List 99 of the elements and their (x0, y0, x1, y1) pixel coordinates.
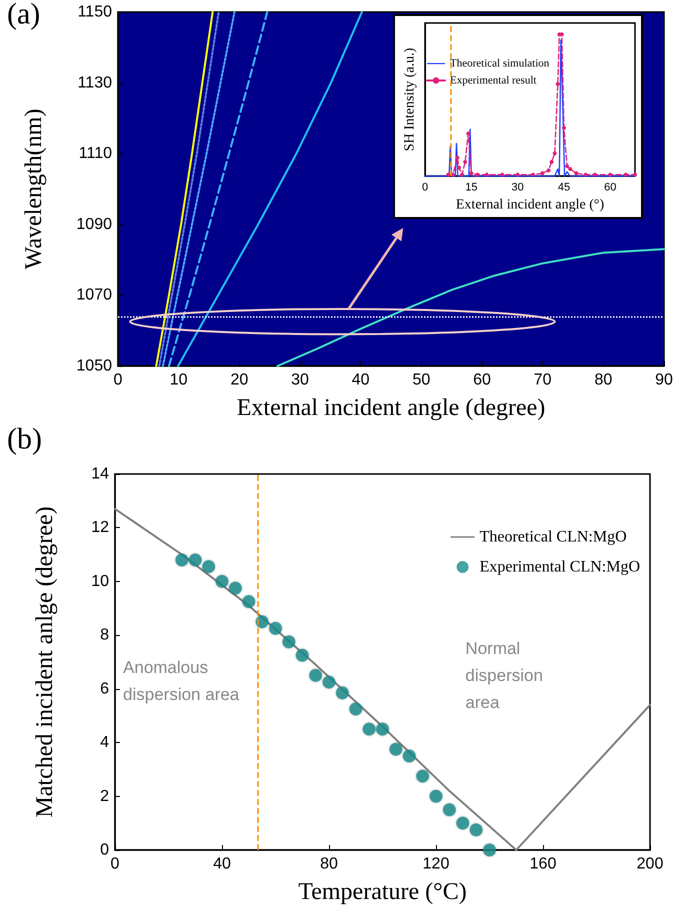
point (216, 574, 228, 588)
legend-label: Theoretical simulation (450, 58, 550, 70)
x-tick-label: 200 (636, 856, 664, 872)
x-tick-label: 90 (655, 372, 673, 388)
point (389, 742, 402, 756)
x-tick-label: 60 (473, 372, 491, 388)
x-tick-label: 45 (558, 182, 570, 194)
x-tick-label: 0 (422, 182, 428, 194)
x-tick-label: 10 (170, 372, 188, 388)
point (550, 160, 554, 164)
point (228, 582, 242, 595)
chart-title: (b) (7, 422, 42, 456)
x-tick-label: 0 (114, 372, 123, 388)
point (500, 172, 504, 177)
y-tick-label: 8 (100, 626, 110, 644)
line-series (162, 11, 236, 367)
y-tick-label: 14 (91, 466, 110, 482)
x-axis-title: Temperature (°C) (298, 879, 467, 905)
x-tick-label: 80 (594, 372, 612, 388)
point (470, 823, 483, 836)
x-tick-label: 40 (352, 372, 370, 388)
point (476, 172, 480, 177)
point (188, 553, 202, 566)
y-tick-label: 0 (100, 842, 110, 858)
point (456, 166, 461, 170)
point (483, 844, 496, 856)
legend-label: Experimental CLN:MgO (480, 558, 640, 576)
point (562, 126, 566, 130)
y-tick-label: 1150 (78, 4, 112, 20)
y-tick-label: 1070 (76, 286, 112, 304)
x-tick-label: 50 (412, 372, 430, 388)
annotation: Normal dispersion area (465, 638, 543, 712)
y-axis-title: Matched incident anlge (degree) (32, 506, 58, 818)
y-tick-label: 1110 (78, 145, 112, 162)
point (242, 595, 256, 608)
y-axis-title: SH Intensity (a.u.) (402, 48, 418, 152)
point (175, 553, 188, 566)
x-tick-label: 15 (465, 182, 478, 194)
y-axis-title: Wavelength(nm) (21, 108, 47, 270)
point (402, 750, 416, 762)
point (336, 686, 349, 700)
y-tick-label: 12 (91, 519, 110, 536)
point (574, 171, 578, 176)
point (362, 722, 376, 736)
point (256, 615, 269, 628)
y-tick-label: 1050 (76, 358, 112, 374)
x-tick-label: 40 (213, 856, 231, 872)
point (460, 172, 464, 177)
chart-title: (a) (7, 0, 40, 30)
x-tick-label: 160 (530, 856, 556, 872)
point (568, 167, 572, 172)
point (540, 171, 544, 176)
point (455, 156, 460, 160)
x-tick-label: 120 (422, 856, 450, 872)
point (202, 560, 216, 574)
point (269, 622, 282, 635)
line-series (177, 11, 363, 367)
annotation: Anomalous dispersion area (123, 658, 240, 704)
point (592, 172, 597, 177)
x-axis-title: External incident angle (°) (456, 198, 604, 212)
y-tick-label: 10 (91, 572, 110, 590)
point (296, 648, 309, 662)
point (584, 172, 588, 177)
y-tick-label: 6 (100, 680, 110, 698)
y-tick-label: 1130 (78, 74, 112, 92)
point (466, 132, 470, 136)
y-tick-label: 4 (100, 734, 110, 752)
point (552, 151, 557, 156)
x-tick-label: 30 (512, 182, 524, 194)
point (633, 172, 637, 177)
x-tick-label: 70 (534, 372, 552, 388)
legend-label: Theoretical CLN:MgO (480, 528, 627, 546)
point (556, 82, 560, 86)
point (463, 160, 468, 164)
point (416, 770, 430, 783)
x-tick-label: 20 (230, 372, 248, 388)
point (624, 172, 628, 177)
point (446, 172, 450, 177)
x-axis-title: External incident angle (degree) (236, 395, 546, 421)
point (442, 803, 456, 816)
point (349, 702, 362, 716)
point (565, 164, 570, 168)
line-series (276, 248, 665, 367)
x-tick-label: 80 (320, 856, 338, 872)
legend-label: Experimental result (450, 74, 536, 86)
point (282, 635, 296, 648)
line-series (168, 11, 268, 367)
point (456, 816, 470, 830)
point (309, 668, 322, 682)
point (484, 172, 489, 177)
point (430, 790, 442, 803)
point (546, 168, 551, 172)
y-tick-label: 1090 (76, 216, 112, 233)
x-tick-label: 30 (291, 372, 309, 388)
y-tick-label: 2 (100, 788, 110, 805)
point (531, 172, 536, 177)
point (322, 676, 336, 689)
x-tick-label: 60 (604, 182, 616, 194)
point (376, 722, 389, 736)
